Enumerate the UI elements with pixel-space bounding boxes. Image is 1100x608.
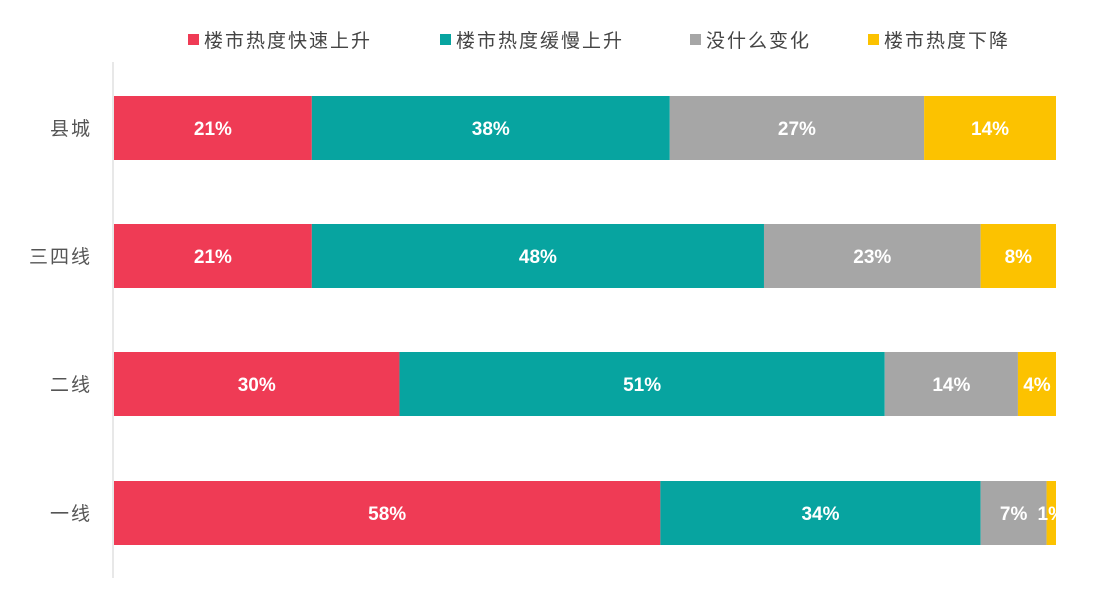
- data-label: 1%: [1038, 504, 1066, 525]
- data-label: 48%: [519, 247, 557, 268]
- data-label: 21%: [194, 119, 232, 140]
- legend-swatch: [868, 34, 879, 45]
- bar-segment: [660, 481, 981, 545]
- data-label: 27%: [778, 119, 816, 140]
- legend-label: 没什么变化: [706, 30, 811, 52]
- data-label: 7%: [1000, 504, 1028, 525]
- bar-row: 21% 38% 27% 14%: [114, 96, 1056, 160]
- category-label: 二线: [50, 374, 92, 396]
- legend-item: 楼市热度缓慢上升: [440, 30, 624, 52]
- category-label: 三四线: [29, 246, 92, 268]
- bar-segment: [924, 96, 1056, 160]
- data-label: 38%: [472, 119, 510, 140]
- bar-segment: [1017, 352, 1056, 416]
- legend-swatch: [188, 34, 199, 45]
- data-label: 23%: [853, 247, 891, 268]
- data-label: 4%: [1023, 375, 1051, 396]
- bar-segment: [114, 96, 312, 160]
- data-label: 34%: [801, 504, 839, 525]
- bar-segment: [1046, 481, 1056, 545]
- bar-segment: [980, 224, 1056, 288]
- bar-segment: [980, 481, 1047, 545]
- data-label: 14%: [971, 119, 1009, 140]
- legend-item: 没什么变化: [690, 30, 811, 52]
- bar-row: 58% 34% 7% 1%: [114, 481, 1065, 545]
- bar-segment: [114, 352, 400, 416]
- bar-segment: [884, 352, 1018, 416]
- bar-segment: [311, 96, 670, 160]
- bar-row: 21% 48% 23% 8%: [114, 224, 1056, 288]
- legend-swatch: [690, 34, 701, 45]
- legend-label: 楼市热度缓慢上升: [456, 30, 624, 52]
- data-label: 58%: [368, 504, 406, 525]
- legend-label: 楼市热度快速上升: [204, 30, 372, 52]
- category-label: 一线: [50, 503, 92, 525]
- bar-segment: [399, 352, 885, 416]
- legend-item: 楼市热度下降: [868, 30, 1010, 52]
- legend-swatch: [440, 34, 451, 45]
- data-label: 8%: [1005, 247, 1033, 268]
- category-label: 县城: [50, 118, 92, 140]
- legend: 楼市热度快速上升 楼市热度缓慢上升 没什么变化 楼市热度下降: [188, 30, 1010, 52]
- bar-segment: [763, 224, 981, 288]
- plot-area: 21% 38% 27% 14% 21% 48% 23% 8% 30% 51% 14% 4% 58% 34%…: [114, 96, 1065, 545]
- bar-segment: [311, 224, 764, 288]
- data-label: 21%: [194, 247, 232, 268]
- data-label: 14%: [932, 375, 970, 396]
- bar-row: 30% 51% 14% 4%: [114, 352, 1056, 416]
- data-label: 30%: [238, 375, 276, 396]
- bar-segment: [114, 481, 661, 545]
- bar-segment: [114, 224, 312, 288]
- legend-item: 楼市热度快速上升: [188, 30, 372, 52]
- legend-label: 楼市热度下降: [884, 30, 1010, 52]
- bar-segment: [669, 96, 925, 160]
- data-label: 51%: [623, 375, 661, 396]
